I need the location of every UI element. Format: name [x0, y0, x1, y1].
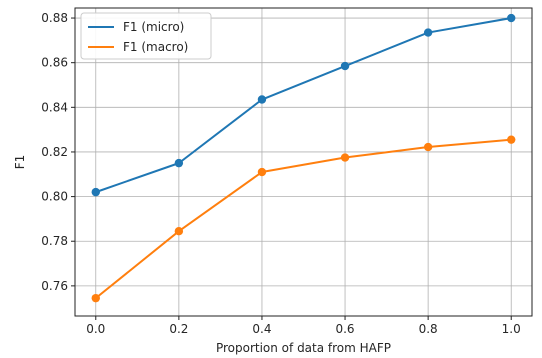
x-tick-label: 0.6 — [335, 322, 354, 336]
data-point-f1-macro — [340, 153, 350, 162]
x-axis-ticks: 0.0 0.2 0.4 0.6 0.8 1.0 — [86, 316, 521, 336]
y-tick-label: 0.86 — [41, 56, 68, 70]
data-point-f1-micro — [257, 95, 267, 104]
y-tick-label: 0.76 — [41, 279, 68, 293]
data-point-f1-micro — [423, 28, 433, 37]
legend-label-f1-macro: F1 (macro) — [123, 40, 188, 54]
data-point-f1-macro — [423, 142, 433, 152]
x-tick-label: 0.0 — [86, 322, 105, 336]
legend-label-f1-micro: F1 (micro) — [123, 20, 184, 34]
data-point-f1-micro — [91, 187, 100, 197]
y-tick-label: 0.80 — [41, 190, 68, 204]
data-point-f1-micro — [507, 13, 516, 23]
data-point-f1-macro — [174, 226, 184, 236]
series-f1-macro — [91, 135, 516, 303]
data-point-f1-micro — [174, 158, 184, 168]
x-tick-label: 0.4 — [252, 322, 271, 336]
y-axis-ticks: 0.76 0.78 0.80 0.82 0.84 0.86 0.88 — [41, 11, 75, 293]
y-axis-label: F1 — [13, 155, 27, 170]
data-point-f1-macro — [507, 135, 516, 144]
x-tick-label: 0.2 — [169, 322, 188, 336]
y-tick-label: 0.88 — [41, 11, 68, 25]
y-tick-label: 0.82 — [41, 145, 68, 159]
y-tick-label: 0.78 — [41, 234, 68, 248]
plot-frame — [74, 7, 533, 317]
series-layer — [91, 13, 516, 303]
x-axis-label: Proportion of data from HAFP — [216, 341, 391, 355]
data-point-f1-macro — [257, 167, 267, 177]
series-line-f1-micro — [95, 17, 512, 194]
legend: F1 (micro) F1 (macro) — [80, 12, 212, 60]
y-tick-label: 0.84 — [41, 100, 68, 114]
series-line-f1-macro — [95, 138, 512, 299]
data-point-f1-micro — [340, 61, 350, 71]
data-point-f1-macro — [91, 293, 100, 303]
series-f1-micro — [91, 13, 516, 197]
x-tick-label: 1.0 — [502, 322, 521, 336]
x-tick-label: 0.8 — [419, 322, 438, 336]
